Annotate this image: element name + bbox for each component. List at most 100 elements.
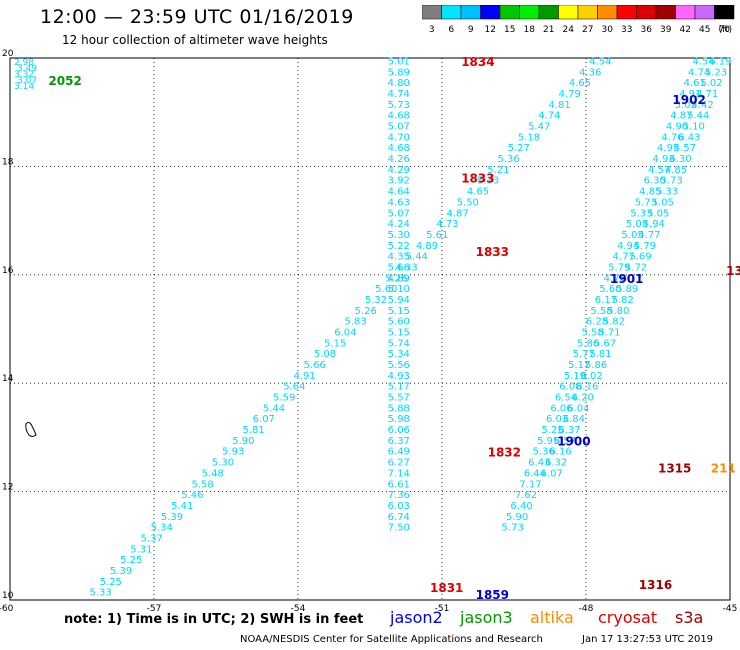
wave-height-value: 5.34 (388, 349, 410, 360)
wave-height-value: 3.49 (17, 64, 37, 74)
wave-height-value: 5.15 (388, 306, 410, 317)
satellite-label-jason2: jason2 (390, 608, 443, 627)
wave-height-value: 4.57 (674, 143, 696, 154)
wave-height-value: 5.30 (388, 230, 410, 241)
wave-height-value: 6.27 (388, 458, 410, 469)
wave-height-value: 5.47 (528, 122, 550, 133)
satellite-label-jason3: jason3 (460, 608, 513, 627)
wave-height-value: 4.91 (293, 371, 315, 382)
wave-height-value: 5.95 (537, 436, 559, 447)
wave-height-value: 4.74 (688, 67, 710, 78)
timestamp-text: Jan 17 13:27:53 UTC 2019 (582, 634, 714, 645)
wave-height-value: 5.34 (151, 523, 173, 534)
wave-height-value: 4.89 (416, 241, 438, 252)
wave-height-value: 4.57 (648, 165, 670, 176)
colorbar-label: 27 (582, 25, 593, 35)
wave-height-value: 4.93 (388, 371, 410, 382)
colorbar-label: 21 (543, 25, 554, 35)
wave-height-value: 5.33 (656, 187, 678, 198)
colorbar-label: 39 (660, 25, 672, 35)
wave-height-value: 6.54 (555, 393, 577, 404)
wave-height-value: 4.76 (661, 132, 683, 143)
wave-height-value: 5.33 (630, 208, 652, 219)
colorbar-label: 45 (699, 25, 710, 35)
pass-time-label: 1831 (430, 581, 463, 595)
wave-height-value: 6.04 (334, 328, 356, 339)
colorbar-swatch (538, 5, 559, 20)
lon-tick-label: -57 (147, 604, 162, 614)
wave-height-value: 5.30 (212, 458, 234, 469)
colorbar-swatch (694, 5, 715, 20)
wave-height-value: 6.20 (572, 393, 594, 404)
wave-height-value: 5.33 (89, 588, 111, 599)
pass-time-label: 1900 (557, 435, 590, 449)
wave-height-value: 5.36 (533, 447, 555, 458)
map-subtitle: 12 hour collection of altimeter wave hei… (62, 33, 328, 47)
lat-tick-label: 16 (2, 266, 14, 276)
pass-time-label: 1833 (476, 245, 509, 259)
wave-height-value: 4.94 (643, 219, 665, 230)
wave-height-value: 5.07 (388, 122, 410, 133)
colorbar-label: 70 (719, 25, 731, 35)
wave-height-value: 5.60 (388, 317, 410, 328)
map-frame (9, 57, 731, 601)
lon-tick-label: -60 (0, 604, 14, 614)
wave-height-value: 4.42 (692, 100, 714, 111)
wave-height-value: 4.74 (388, 89, 410, 100)
wave-height-value: 7.50 (388, 523, 410, 534)
wave-height-value: 5.44 (406, 252, 428, 263)
wave-height-value: 5.74 (388, 338, 410, 349)
wave-height-value: 5.88 (388, 403, 410, 414)
wave-height-value: 4.61 (684, 78, 706, 89)
lat-tick-label: 12 (2, 483, 13, 493)
wave-height-value: 5.01 (388, 57, 410, 68)
wave-height-value: 5.82 (612, 295, 634, 306)
lat-tick-label: 18 (2, 157, 14, 167)
colorbar-swatch (460, 5, 481, 20)
wave-height-value: 5.19 (564, 371, 586, 382)
wave-height-value: 5.37 (140, 533, 162, 544)
wave-height-value: 4.33 (395, 262, 417, 273)
wave-height-value: 5.33 (477, 176, 499, 187)
wave-height-value: 3.14 (14, 82, 34, 92)
wave-height-value: 4.87 (670, 111, 692, 122)
wave-height-value: 5.21 (487, 165, 509, 176)
wave-height-value: 6.19 (709, 57, 731, 68)
wave-height-value: 5.07 (388, 208, 410, 219)
wave-height-value: 6.30 (669, 154, 691, 165)
wave-height-value: 5.59 (273, 393, 295, 404)
wave-height-value: 6.16 (549, 447, 571, 458)
wave-height-value: 5.25 (100, 577, 122, 588)
wave-height-value: 4.71 (696, 89, 718, 100)
colorbar-swatch (519, 5, 540, 20)
wave-height-value: 4.94 (617, 241, 639, 252)
wave-height-value: 4.29 (388, 165, 410, 176)
wave-height-value: 6.06 (550, 403, 572, 414)
wave-height-value: 5.56 (388, 360, 410, 371)
wave-height-value: 4.35 (388, 252, 410, 263)
wave-height-value: 6.02 (581, 371, 603, 382)
colorbar-swatch (577, 5, 598, 20)
wave-height-value: 5.17 (388, 382, 410, 393)
wave-height-value: 5.15 (388, 328, 410, 339)
wave-height-value: 5.73 (660, 176, 682, 187)
wave-height-value: 5.05 (652, 197, 674, 208)
wave-height-value: 5.23 (705, 67, 727, 78)
wave-height-value: 5.58 (581, 328, 603, 339)
wave-height-value: 5.44 (687, 111, 709, 122)
pass-time-label: 1902 (672, 93, 705, 107)
wave-height-value: 5.05 (621, 230, 643, 241)
wave-height-value: 5.25 (120, 555, 142, 566)
wave-height-value: 5.60 (375, 284, 397, 295)
wave-height-value: 4.95 (657, 143, 679, 154)
wave-height-value: 5.48 (202, 468, 224, 479)
wave-height-value: 5.98 (388, 414, 410, 425)
wave-height-value: 6.06 (388, 425, 410, 436)
wave-height-value: 6.04 (567, 403, 589, 414)
colorbar-swatch (636, 5, 657, 20)
wave-height-value: 6.07 (253, 414, 275, 425)
colorbar-swatch (714, 5, 735, 20)
wave-height-value: 4.74 (538, 111, 560, 122)
wave-height-value: 5.25 (542, 425, 564, 436)
